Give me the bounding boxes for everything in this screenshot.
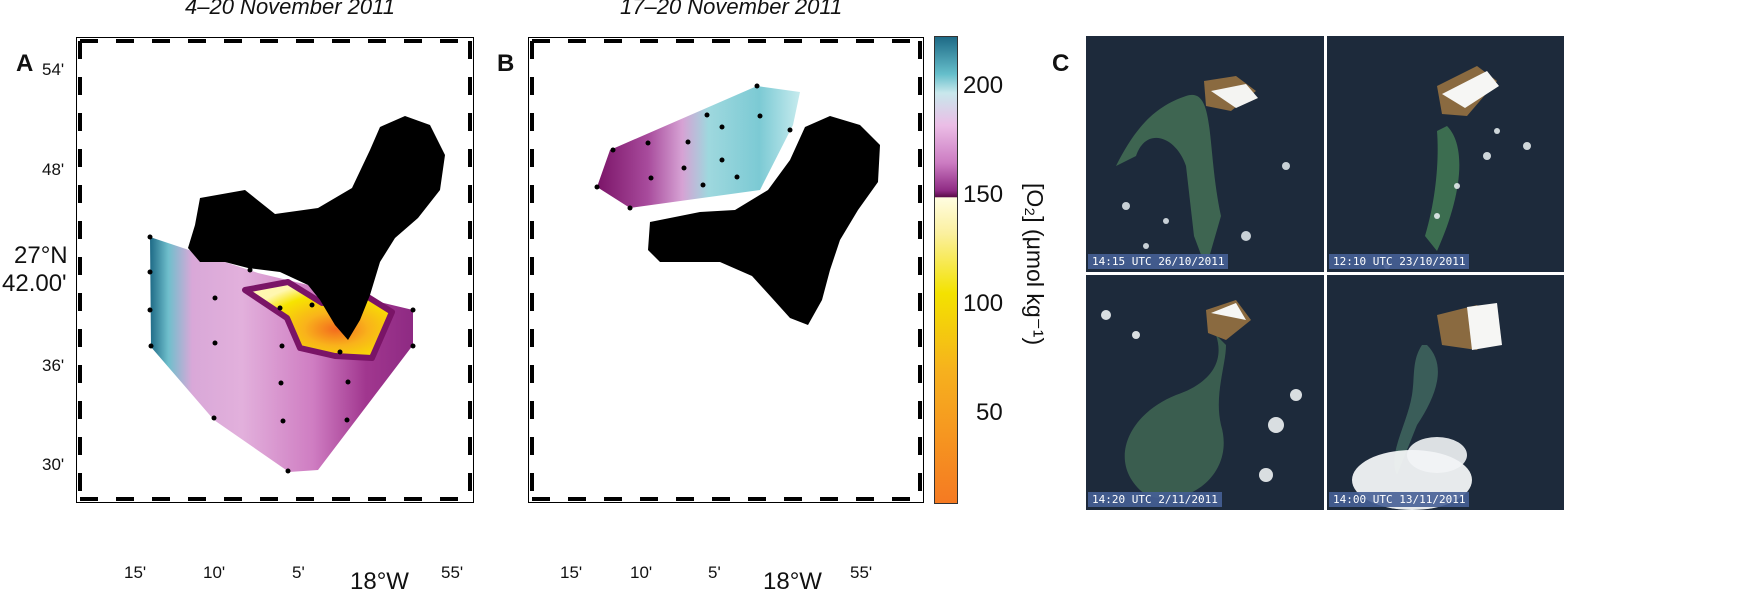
colorbar — [934, 36, 958, 504]
lat-tick-48: 48' — [42, 160, 65, 179]
oxygen-field-b — [597, 86, 800, 208]
satellite-tile-4: 14:00 UTC 13/11/2011 — [1327, 275, 1564, 510]
panel-a-label: A — [16, 50, 34, 77]
station-points-b — [594, 83, 793, 211]
satellite-tile-1: 14:15 UTC 26/10/2011 — [1086, 36, 1324, 272]
map-panel-b — [528, 37, 924, 503]
lat-tick-42: 42.00' — [2, 270, 67, 297]
frame-ticks-b — [530, 39, 922, 501]
timestamp-3: 14:20 UTC 2/11/2011 — [1088, 492, 1222, 507]
lon-tick-5-b: 5' — [708, 563, 721, 582]
timestamp-4: 14:00 UTC 13/11/2011 — [1329, 492, 1470, 507]
timestamp-1: 14:15 UTC 26/10/2011 — [1088, 254, 1229, 269]
lon-tick-5: 5' — [292, 563, 305, 582]
lat-tick-36: 36' — [42, 356, 65, 375]
satellite-tile-3: 14:20 UTC 2/11/2011 — [1086, 275, 1324, 510]
el-hierro-island-a — [188, 116, 445, 340]
satellite-image-1 — [1116, 76, 1290, 268]
lat-tick-30: 30' — [42, 455, 65, 474]
colorbar-tick-150: 150 — [963, 181, 1004, 208]
satellite-tile-2: 12:10 UTC 23/10/2011 — [1327, 36, 1564, 272]
satellite-image-4 — [1352, 303, 1502, 510]
el-hierro-island-b — [648, 116, 880, 325]
lon-tick-10: 10' — [203, 563, 226, 582]
colorbar-tick-100: 100 — [963, 290, 1004, 317]
lon-tick-18w: 18°W — [350, 568, 409, 595]
colorbar-tick-200: 200 — [963, 72, 1004, 99]
map-panel-a — [76, 37, 474, 503]
lon-tick-55-b: 55' — [850, 563, 873, 582]
timestamp-2: 12:10 UTC 23/10/2011 — [1329, 254, 1470, 269]
panel-a-title: 4–20 November 2011 — [185, 0, 395, 19]
satellite-image-3 — [1101, 300, 1302, 499]
station-points-a — [147, 234, 416, 474]
colorbar-tick-50: 50 — [976, 399, 1003, 426]
panel-b-label: B — [497, 50, 515, 77]
panel-b-title: 17–20 November 2011 — [620, 0, 843, 19]
lon-tick-15: 15' — [124, 563, 147, 582]
satellite-image-2 — [1384, 66, 1531, 269]
frame-ticks-a — [78, 39, 472, 501]
panel-c-label: C — [1052, 50, 1070, 77]
lat-tick-27n: 27°N — [14, 242, 68, 269]
colorbar-title: [O₂] (μmol kg⁻¹) — [1022, 183, 1048, 346]
lon-tick-15-b: 15' — [560, 563, 583, 582]
lon-tick-10-b: 10' — [630, 563, 653, 582]
lat-tick-54: 54' — [42, 60, 65, 79]
lon-tick-55: 55' — [441, 563, 464, 582]
satellite-grid: 14:15 UTC 26/10/2011 12:10 UTC 23/10/201… — [1086, 36, 1564, 510]
lon-tick-18w-b: 18°W — [763, 568, 822, 595]
